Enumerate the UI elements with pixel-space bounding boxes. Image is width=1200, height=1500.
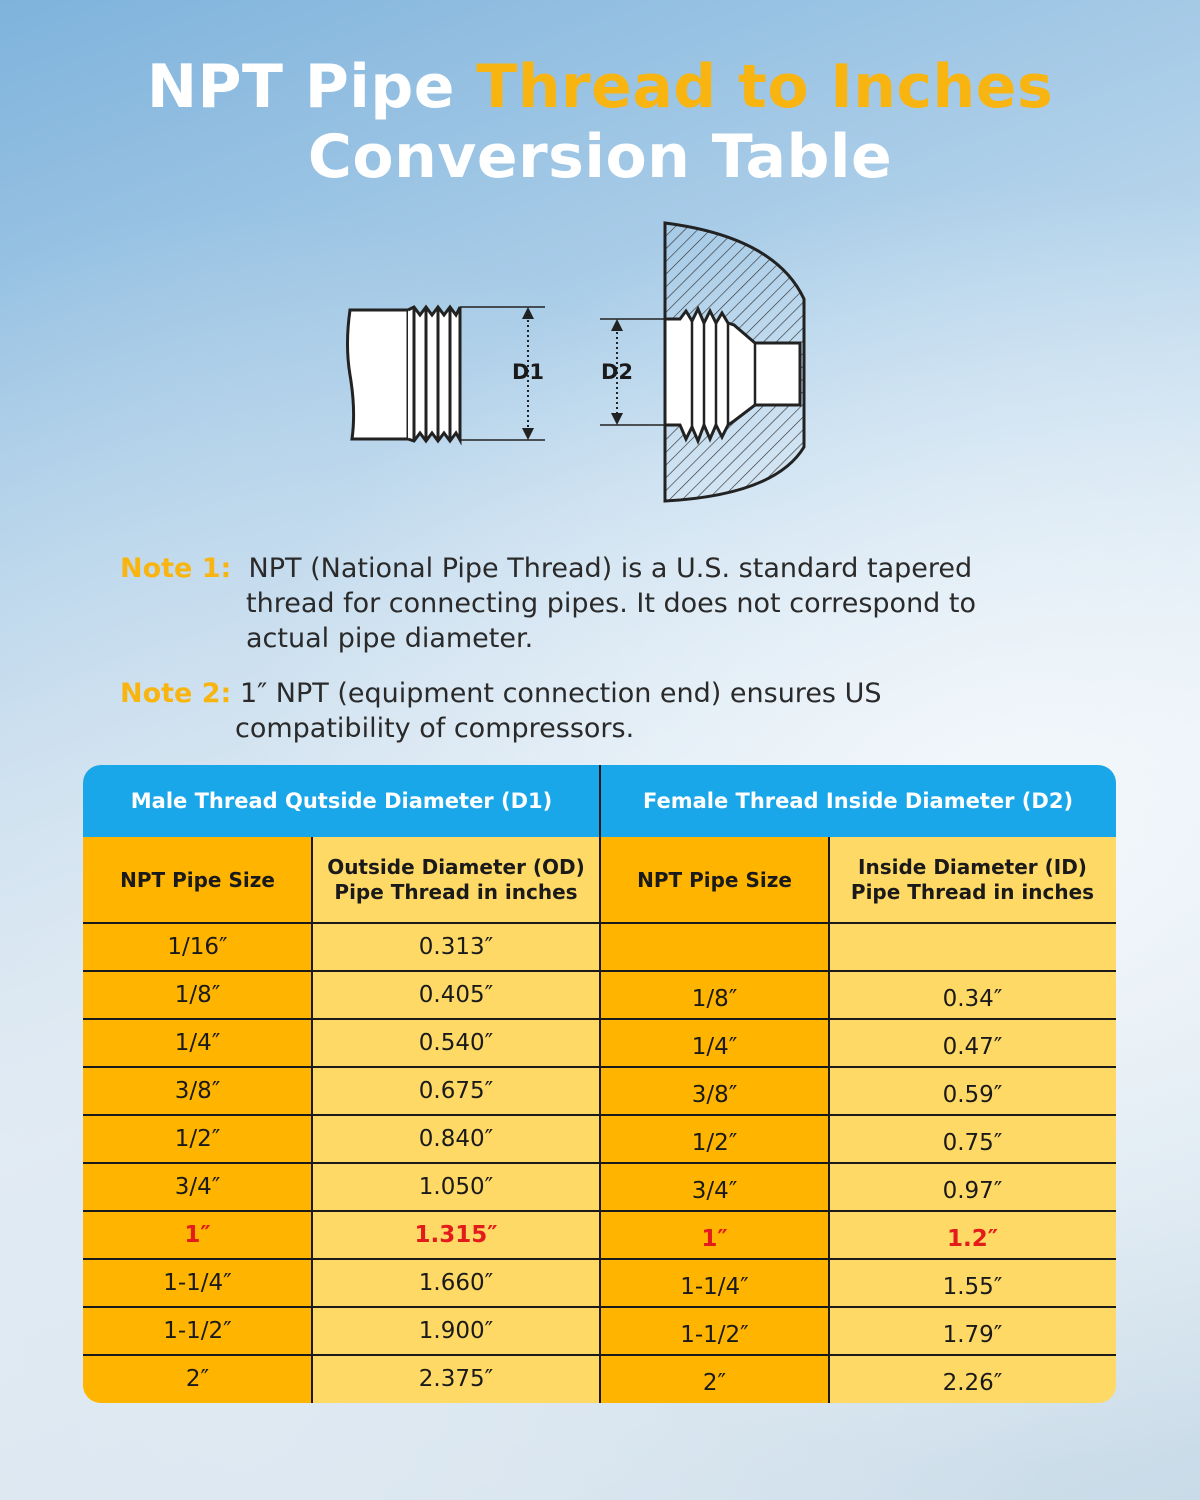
table-cell: 1.660″ xyxy=(418,1270,494,1296)
column-divider xyxy=(311,837,313,1403)
table-cell: 0.47″ xyxy=(942,1034,1003,1060)
table-cell: 1-1/4″ xyxy=(680,1274,749,1300)
table-cell: 1″ xyxy=(184,1222,211,1248)
table-cell: 1.315″ xyxy=(414,1222,498,1248)
table-cell: 0.75″ xyxy=(942,1130,1003,1156)
title-accent-part: Thread to Inches xyxy=(476,52,1054,122)
table-cell: 1.55″ xyxy=(942,1274,1003,1300)
column-header-2: NPT Pipe Size xyxy=(600,837,829,923)
table-cell: 3/8″ xyxy=(174,1078,221,1104)
column-header-1: Outside Diameter (OD) Pipe Thread in inch… xyxy=(312,837,600,923)
title-white-part: NPT Pipe xyxy=(146,52,477,122)
note-2-line1: 1″ NPT (equipment connection end) ensure… xyxy=(239,678,882,709)
column-header-line1: Inside Diameter (ID) xyxy=(858,855,1087,879)
table-cell: 0.840″ xyxy=(418,1126,494,1152)
table-cell: 3/4″ xyxy=(691,1178,738,1204)
column-header-line1: NPT Pipe Size xyxy=(637,867,792,892)
table-cell: 0.59″ xyxy=(942,1082,1003,1108)
table-cell: 3/4″ xyxy=(174,1174,221,1200)
column-header-line1: NPT Pipe Size xyxy=(120,867,275,892)
table-cell: 1.050″ xyxy=(418,1174,494,1200)
note-1-line3: actual pipe diameter. xyxy=(246,623,534,654)
table-cell: 1-1/2″ xyxy=(163,1318,232,1344)
note-1: Note 1: NPT (National Pipe Thread) is a … xyxy=(120,551,976,656)
table-cell: 1.2″ xyxy=(946,1226,999,1252)
table-cell: 1/4″ xyxy=(691,1034,738,1060)
column-header-line2: Pipe Thread in inches xyxy=(850,880,1095,904)
table-cell: 0.97″ xyxy=(942,1178,1003,1204)
table-cell: 3/8″ xyxy=(691,1082,738,1108)
table-cell: 1/8″ xyxy=(691,986,738,1012)
table-cell: 1″ xyxy=(701,1226,728,1252)
female-fitting-icon xyxy=(663,221,806,503)
page-title-line1: NPT Pipe Thread to Inches xyxy=(0,52,1200,122)
table-cell: 2″ xyxy=(185,1366,210,1392)
note-1-line2: thread for connecting pipes. It does not… xyxy=(246,588,977,619)
note-2-label: Note 2: xyxy=(120,678,232,709)
column-bg-2 xyxy=(600,837,829,1403)
table-cell: 1-1/2″ xyxy=(680,1322,749,1348)
table-cell: 1/2″ xyxy=(174,1126,221,1152)
d1-label: D1 xyxy=(512,360,544,384)
note-1-line1: NPT (National Pipe Thread) is a U.S. sta… xyxy=(248,553,973,584)
note-2-line2: compatibility of compressors. xyxy=(235,713,635,744)
column-header-line1: Outside Diameter (OD) xyxy=(327,855,585,879)
note-2: Note 2: 1″ NPT (equipment connection end… xyxy=(120,676,881,746)
group-header-female: Female Thread Inside Diameter (D2) xyxy=(642,789,1074,813)
column-divider xyxy=(828,837,830,1403)
table-cell: 0.675″ xyxy=(418,1078,494,1104)
table-cell: 0.34″ xyxy=(942,986,1003,1012)
group-header-male: Male Thread Qutside Diameter (D1) xyxy=(130,789,553,813)
column-bg-3 xyxy=(829,837,1116,1403)
table-cell: 1.79″ xyxy=(942,1322,1003,1348)
table-cell xyxy=(600,923,829,971)
table-cell: 1.900″ xyxy=(418,1318,494,1344)
column-header-line2: Pipe Thread in inches xyxy=(334,880,578,904)
thread-diagram: D1 D2 xyxy=(346,221,806,503)
note-1-label: Note 1: xyxy=(120,553,232,584)
column-bg-1 xyxy=(312,837,600,1403)
page-title-line2: Conversion Table xyxy=(307,122,893,192)
table-cell: 2.375″ xyxy=(418,1366,494,1392)
table-cell: 1-1/4″ xyxy=(163,1270,232,1296)
column-header-0: NPT Pipe Size xyxy=(83,837,312,923)
column-bg-0 xyxy=(83,837,312,1403)
table-cell xyxy=(829,923,1116,971)
table-cell: 1/16″ xyxy=(167,934,228,960)
table-cell: 1/8″ xyxy=(174,982,221,1008)
male-thread-icon xyxy=(346,304,462,446)
conversion-table: Male Thread Qutside Diameter (D1) Female… xyxy=(83,765,1116,1403)
column-divider xyxy=(599,765,601,1403)
column-header-3: Inside Diameter (ID) Pipe Thread in inche… xyxy=(829,837,1116,923)
table-cell: 1/4″ xyxy=(174,1030,221,1056)
table-cell: 0.313″ xyxy=(418,934,494,960)
table-cell: 1/2″ xyxy=(691,1130,738,1156)
table-cell: 2.26″ xyxy=(942,1370,1003,1396)
d1-dimension xyxy=(460,306,545,441)
table-cell: 0.405″ xyxy=(418,982,494,1008)
table-cell: 0.540″ xyxy=(418,1030,494,1056)
d2-label: D2 xyxy=(601,360,633,384)
table-cell: 2″ xyxy=(702,1370,727,1396)
